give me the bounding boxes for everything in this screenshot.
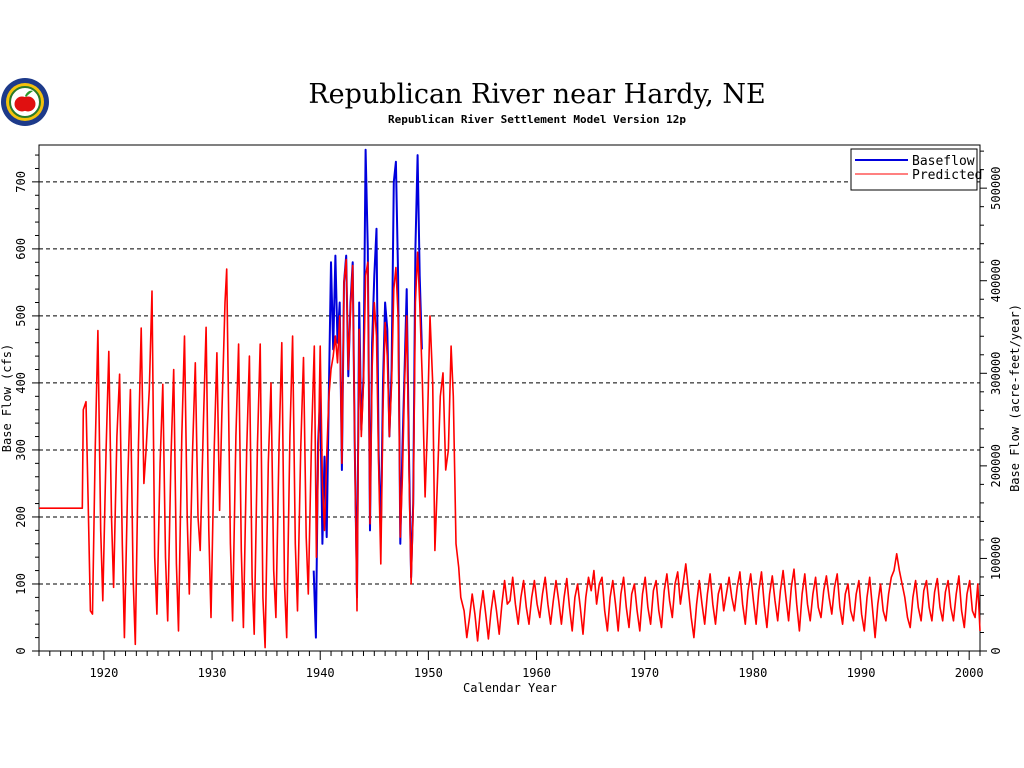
legend: Baseflow Predicted xyxy=(850,148,982,191)
x-tick-label: 1980 xyxy=(738,666,767,680)
x-tick-label: 1990 xyxy=(847,666,876,680)
y-right-tick-label: 500000 xyxy=(989,166,1003,209)
axes-group: 0 100 200 300 400 500 600 700 0 100000 200000 30000… xyxy=(14,150,1003,680)
y-tick-label: 200 xyxy=(14,506,28,528)
y-right-tick-label: 0 xyxy=(989,647,1003,654)
y-tick-label: 100 xyxy=(14,573,28,595)
x-tick-label: 1960 xyxy=(522,666,551,680)
y-right-tick-label: 200000 xyxy=(989,444,1003,487)
series-line-baseflow xyxy=(312,148,423,639)
y-tick-label: 0 xyxy=(14,647,28,654)
x-tick-label: 1920 xyxy=(89,666,118,680)
y-tick-label: 400 xyxy=(14,372,28,394)
legend-label-predicted: Predicted xyxy=(912,168,982,183)
x-axis-label: Calendar Year xyxy=(463,681,557,695)
chart-title: Republican River near Hardy, NE xyxy=(308,79,765,110)
y-right-tick-label: 300000 xyxy=(989,352,1003,395)
x-tick-label: 1940 xyxy=(306,666,335,680)
series-group xyxy=(39,148,981,649)
x-tick-label: 1930 xyxy=(198,666,227,680)
x-tick-label: 1950 xyxy=(414,666,443,680)
plot-frame xyxy=(38,144,981,652)
y-tick-label: 600 xyxy=(14,238,28,260)
x-tick-label: 2000 xyxy=(955,666,984,680)
y-right-tick-label: 400000 xyxy=(989,259,1003,302)
x-tick-label: 1970 xyxy=(630,666,659,680)
y-tick-label: 300 xyxy=(14,439,28,461)
series-line-predicted xyxy=(39,251,981,649)
y-tick-label: 700 xyxy=(14,171,28,193)
y-right-tick-label: 100000 xyxy=(989,537,1003,580)
y-tick-label: 500 xyxy=(14,305,28,327)
chart-subtitle: Republican River Settlement Model Versio… xyxy=(388,113,686,126)
legend-box xyxy=(850,148,978,191)
y-axis-label: Base Flow (cfs) xyxy=(0,344,14,452)
legend-label-baseflow: Baseflow xyxy=(912,154,975,169)
y-axis-label-right: Base Flow (acre-feet/year) xyxy=(1008,304,1022,492)
logo-icon xyxy=(1,78,49,126)
